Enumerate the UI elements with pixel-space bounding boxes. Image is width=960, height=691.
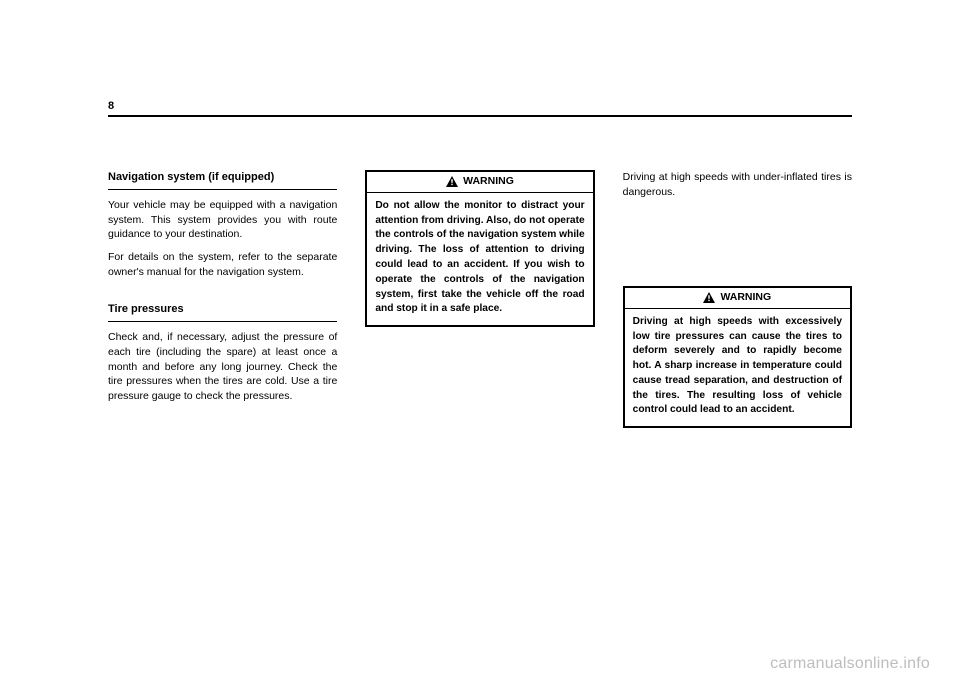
warning-box-navigation: WARNING Do not allow the monitor to dist… bbox=[365, 170, 594, 327]
section-title-tire-pressures: Tire pressures bbox=[108, 302, 337, 318]
warning-triangle-icon bbox=[446, 176, 458, 187]
warning-label: WARNING bbox=[463, 174, 514, 189]
section-rule bbox=[108, 321, 337, 322]
paragraph: Driving at high speeds with under-inflat… bbox=[623, 170, 852, 200]
warning-text-navigation: Do not allow the monitor to distract you… bbox=[367, 193, 592, 325]
warning-header: WARNING bbox=[367, 172, 592, 193]
paragraph: For details on the system, refer to the … bbox=[108, 250, 337, 280]
content-columns: Navigation system (if equipped) Your veh… bbox=[108, 170, 852, 438]
spacer bbox=[108, 288, 337, 302]
warning-label: WARNING bbox=[720, 290, 771, 305]
page-number: 8 bbox=[108, 100, 114, 112]
section-body-tire-pressures: Check and, if necessary, adjust the pres… bbox=[108, 330, 337, 405]
paragraph: Check and, if necessary, adjust the pres… bbox=[108, 330, 337, 405]
warning-box-tires: WARNING Driving at high speeds with exce… bbox=[623, 286, 852, 428]
spacer bbox=[623, 208, 852, 286]
header-rule bbox=[108, 115, 852, 117]
section-title-navigation: Navigation system (if equipped) bbox=[108, 170, 337, 186]
paragraph: Your vehicle may be equipped with a navi… bbox=[108, 198, 337, 243]
warning-text-tires: Driving at high speeds with excessively … bbox=[625, 309, 850, 426]
warning-triangle-icon bbox=[703, 292, 715, 303]
col3-intro: Driving at high speeds with under-inflat… bbox=[623, 170, 852, 200]
watermark: carmanualsonline.info bbox=[770, 655, 930, 673]
section-rule bbox=[108, 189, 337, 190]
column-1: Navigation system (if equipped) Your veh… bbox=[108, 170, 337, 438]
section-body-navigation: Your vehicle may be equipped with a navi… bbox=[108, 198, 337, 281]
warning-header: WARNING bbox=[625, 288, 850, 309]
column-3: Driving at high speeds with under-inflat… bbox=[623, 170, 852, 438]
column-2: WARNING Do not allow the monitor to dist… bbox=[365, 170, 594, 438]
